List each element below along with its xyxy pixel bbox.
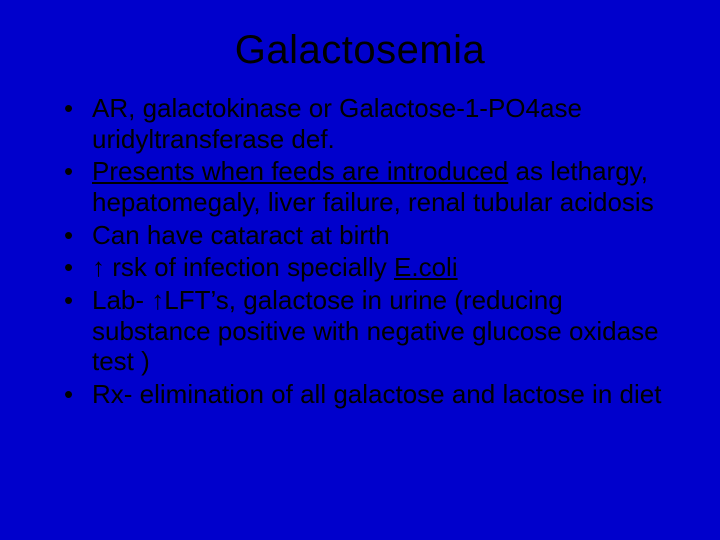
- bullet-item: Rx- elimination of all galactose and lac…: [64, 379, 670, 410]
- slide: Galactosemia AR, galactokinase or Galact…: [0, 0, 720, 540]
- bullet-text-segment: E.coli: [394, 252, 458, 282]
- bullet-item: Presents when feeds are introduced as le…: [64, 156, 670, 217]
- bullet-item: ↑ rsk of infection specially E.coli: [64, 252, 670, 283]
- bullet-text-segment: Lab- ↑LFT’s, galactose in urine (reducin…: [92, 285, 659, 376]
- bullet-item: Can have cataract at birth: [64, 220, 670, 251]
- bullet-item: Lab- ↑LFT’s, galactose in urine (reducin…: [64, 285, 670, 377]
- bullet-text-segment: ↑ rsk of infection specially: [92, 252, 394, 282]
- bullet-item: AR, galactokinase or Galactose-1-PO4ase …: [64, 93, 670, 154]
- slide-title: Galactosemia: [40, 28, 680, 73]
- bullet-list: AR, galactokinase or Galactose-1-PO4ase …: [40, 93, 680, 410]
- bullet-text-segment: Can have cataract at birth: [92, 220, 390, 250]
- bullet-text-segment: AR, galactokinase or Galactose-1-PO4ase …: [92, 93, 582, 154]
- bullet-text-segment: Presents when feeds are introduced: [92, 156, 508, 186]
- bullet-text-segment: Rx- elimination of all galactose and lac…: [92, 379, 661, 409]
